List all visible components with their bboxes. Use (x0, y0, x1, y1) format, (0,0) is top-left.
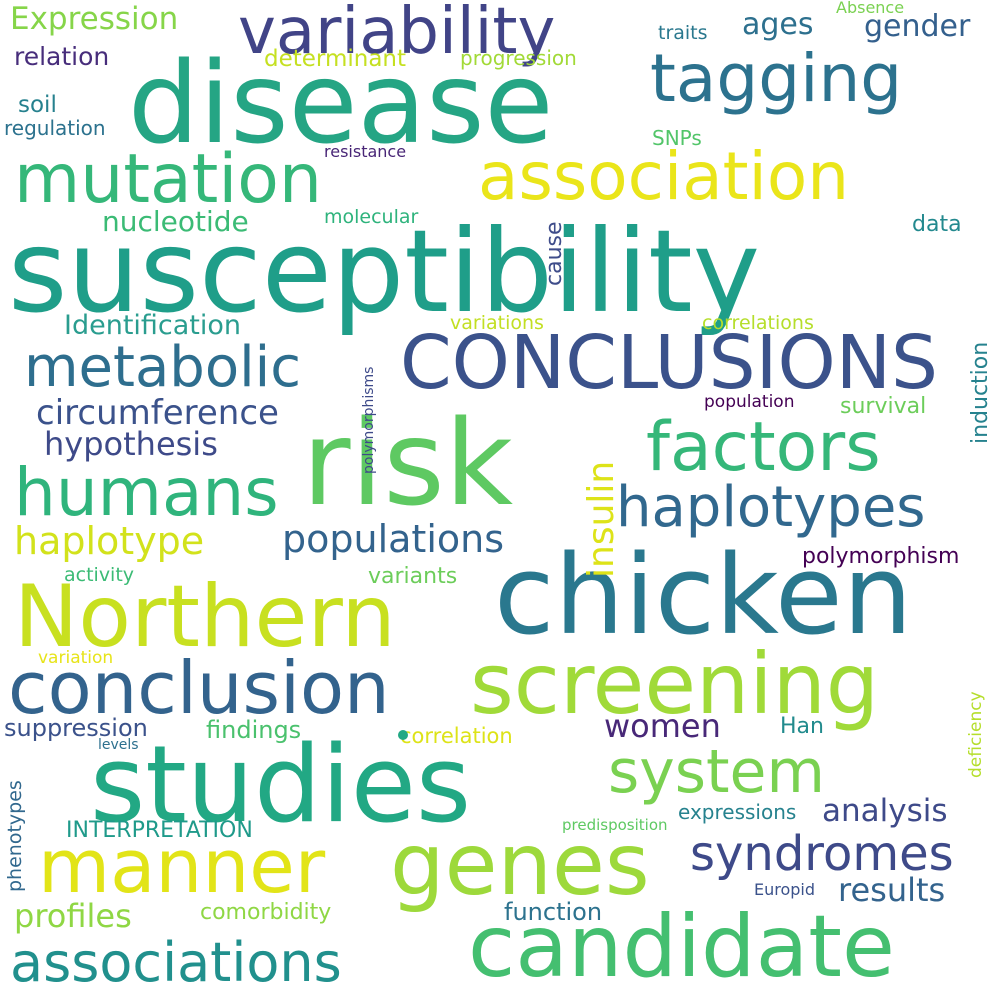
word-polymorphism: polymorphism (802, 544, 960, 569)
word-phenotypes: phenotypes (4, 780, 26, 892)
word-correlation: correlation (400, 724, 513, 748)
word-correlations: correlations (702, 312, 814, 334)
word-associations: associations (10, 931, 342, 994)
word-traits: traits (658, 22, 708, 44)
word-mutation: mutation (14, 140, 322, 219)
word-resistance: resistance (324, 142, 407, 161)
word-analysis: analysis (822, 793, 948, 829)
word-nucleotide: nucleotide (102, 205, 249, 238)
word-population: population (704, 392, 795, 412)
word-circumference: circumference (36, 393, 279, 433)
word-relation: relation (14, 42, 110, 71)
word-variants: variants (368, 564, 458, 589)
word-studies: studies (90, 723, 472, 846)
word-conclusions-upper: CONCLUSIONS (400, 320, 939, 406)
word-syndromes: syndromes (690, 826, 954, 882)
dot-mark (398, 730, 408, 740)
word-identification: Identification (64, 310, 242, 341)
word-absence: Absence (836, 0, 905, 17)
word-expressions: expressions (678, 800, 797, 824)
word-disease: disease (128, 39, 554, 169)
word-women: women (604, 707, 721, 745)
word-function: function (504, 898, 603, 926)
word-snps: SNPs (652, 126, 702, 150)
word-susceptibility: susceptibility (8, 205, 761, 338)
word-regulation: regulation (4, 116, 106, 140)
word-han: Han (780, 714, 824, 739)
word-europid: Europid (754, 880, 816, 899)
word-cause: cause (542, 221, 567, 286)
word-suppression: suppression (4, 714, 148, 742)
word-expression: Expression (10, 1, 179, 37)
word-gender: gender (864, 9, 971, 44)
word-genes: genes (390, 815, 650, 915)
word-conclusion: conclusion (8, 646, 390, 730)
word-interpretation: INTERPRETATION (66, 818, 253, 843)
word-predisposition: predisposition (562, 816, 668, 834)
word-risk: risk (302, 394, 514, 532)
word-comorbidity: comorbidity (200, 900, 332, 925)
word-data: data (912, 212, 962, 237)
word-findings: findings (206, 716, 302, 744)
word-variation: variation (38, 648, 114, 668)
word-tagging: tagging (650, 40, 903, 117)
word-profiles: profiles (14, 897, 132, 935)
word-screening: screening (470, 635, 880, 733)
word-results: results (838, 871, 946, 909)
word-northern: Northern (14, 567, 396, 667)
word-survival: survival (840, 394, 927, 419)
word-molecular: molecular (324, 206, 419, 228)
word-deficiency: deficiency (966, 691, 986, 778)
word-progression: progression (460, 46, 577, 70)
word-levels: levels (98, 737, 139, 753)
word-association: association (478, 138, 850, 215)
word-variations: variations (450, 312, 544, 334)
word-variability: variability (238, 0, 556, 69)
word-metabolic: metabolic (24, 335, 301, 400)
word-soil: soil (18, 92, 57, 118)
word-humans: humans (14, 454, 279, 531)
word-manner: manner (38, 824, 326, 910)
word-ages: ages (742, 7, 814, 42)
word-candidate: candidate (468, 897, 895, 997)
word-polymorphisms: polymorphisms (361, 366, 377, 474)
word-populations: populations (282, 517, 505, 561)
word-factors: factors (646, 408, 881, 487)
word-induction: induction (968, 341, 993, 444)
word-hypothesis: hypothesis (44, 425, 218, 463)
word-insulin: insulin (581, 460, 622, 578)
word-chicken: chicken (494, 531, 913, 659)
word-activity: activity (64, 564, 135, 586)
word-system: system (608, 737, 825, 807)
word-haplotype: haplotype (14, 519, 205, 563)
word-determinant: determinant (264, 46, 407, 72)
word-haplotypes: haplotypes (616, 475, 926, 540)
